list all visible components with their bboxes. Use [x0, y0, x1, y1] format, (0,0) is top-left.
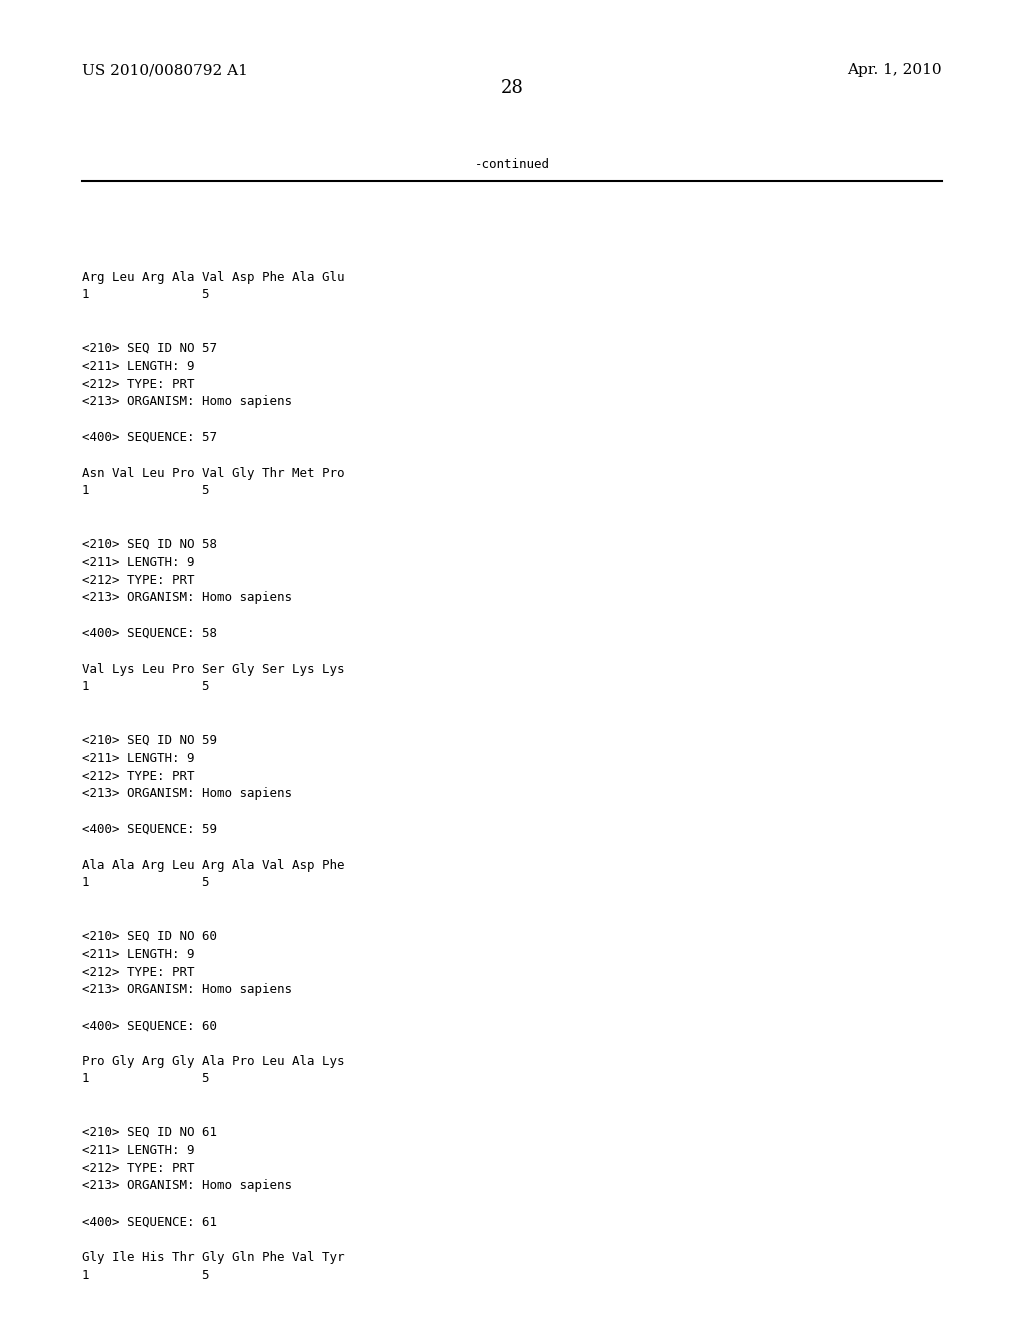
- Text: <212> TYPE: PRT: <212> TYPE: PRT: [82, 573, 195, 586]
- Text: <213> ORGANISM: Homo sapiens: <213> ORGANISM: Homo sapiens: [82, 591, 292, 605]
- Text: <400> SEQUENCE: 60: <400> SEQUENCE: 60: [82, 1019, 217, 1032]
- Text: <212> TYPE: PRT: <212> TYPE: PRT: [82, 1162, 195, 1175]
- Text: Pro Gly Arg Gly Ala Pro Leu Ala Lys: Pro Gly Arg Gly Ala Pro Leu Ala Lys: [82, 1055, 344, 1068]
- Text: <400> SEQUENCE: 61: <400> SEQUENCE: 61: [82, 1214, 217, 1228]
- Text: <212> TYPE: PRT: <212> TYPE: PRT: [82, 965, 195, 978]
- Text: Asn Val Leu Pro Val Gly Thr Met Pro: Asn Val Leu Pro Val Gly Thr Met Pro: [82, 466, 344, 479]
- Text: 28: 28: [501, 79, 523, 98]
- Text: <211> LENGTH: 9: <211> LENGTH: 9: [82, 948, 195, 961]
- Text: Ala Ala Arg Leu Arg Ala Val Asp Phe: Ala Ala Arg Leu Arg Ala Val Asp Phe: [82, 858, 344, 871]
- Text: -continued: -continued: [474, 158, 550, 172]
- Text: 1               5: 1 5: [82, 680, 210, 693]
- Text: 1               5: 1 5: [82, 1072, 210, 1085]
- Text: 1               5: 1 5: [82, 876, 210, 890]
- Text: <210> SEQ ID NO 57: <210> SEQ ID NO 57: [82, 342, 217, 355]
- Text: <213> ORGANISM: Homo sapiens: <213> ORGANISM: Homo sapiens: [82, 395, 292, 408]
- Text: <210> SEQ ID NO 61: <210> SEQ ID NO 61: [82, 1126, 217, 1139]
- Text: 1               5: 1 5: [82, 288, 210, 301]
- Text: <210> SEQ ID NO 59: <210> SEQ ID NO 59: [82, 734, 217, 747]
- Text: Val Lys Leu Pro Ser Gly Ser Lys Lys: Val Lys Leu Pro Ser Gly Ser Lys Lys: [82, 663, 344, 676]
- Text: <211> LENGTH: 9: <211> LENGTH: 9: [82, 751, 195, 764]
- Text: <212> TYPE: PRT: <212> TYPE: PRT: [82, 378, 195, 391]
- Text: <210> SEQ ID NO 58: <210> SEQ ID NO 58: [82, 537, 217, 550]
- Text: Apr. 1, 2010: Apr. 1, 2010: [848, 63, 942, 78]
- Text: Gly Ile His Thr Gly Gln Phe Val Tyr: Gly Ile His Thr Gly Gln Phe Val Tyr: [82, 1250, 344, 1263]
- Text: US 2010/0080792 A1: US 2010/0080792 A1: [82, 63, 248, 78]
- Text: 1               5: 1 5: [82, 484, 210, 498]
- Text: 1               5: 1 5: [82, 1269, 210, 1282]
- Text: <400> SEQUENCE: 59: <400> SEQUENCE: 59: [82, 822, 217, 836]
- Text: <212> TYPE: PRT: <212> TYPE: PRT: [82, 770, 195, 783]
- Text: <400> SEQUENCE: 58: <400> SEQUENCE: 58: [82, 627, 217, 640]
- Text: <213> ORGANISM: Homo sapiens: <213> ORGANISM: Homo sapiens: [82, 1179, 292, 1192]
- Text: <210> SEQ ID NO 60: <210> SEQ ID NO 60: [82, 929, 217, 942]
- Text: <211> LENGTH: 9: <211> LENGTH: 9: [82, 556, 195, 569]
- Text: <211> LENGTH: 9: <211> LENGTH: 9: [82, 359, 195, 372]
- Text: <213> ORGANISM: Homo sapiens: <213> ORGANISM: Homo sapiens: [82, 787, 292, 800]
- Text: <400> SEQUENCE: 57: <400> SEQUENCE: 57: [82, 430, 217, 444]
- Text: <213> ORGANISM: Homo sapiens: <213> ORGANISM: Homo sapiens: [82, 983, 292, 997]
- Text: Arg Leu Arg Ala Val Asp Phe Ala Glu: Arg Leu Arg Ala Val Asp Phe Ala Glu: [82, 271, 344, 284]
- Text: <211> LENGTH: 9: <211> LENGTH: 9: [82, 1143, 195, 1156]
